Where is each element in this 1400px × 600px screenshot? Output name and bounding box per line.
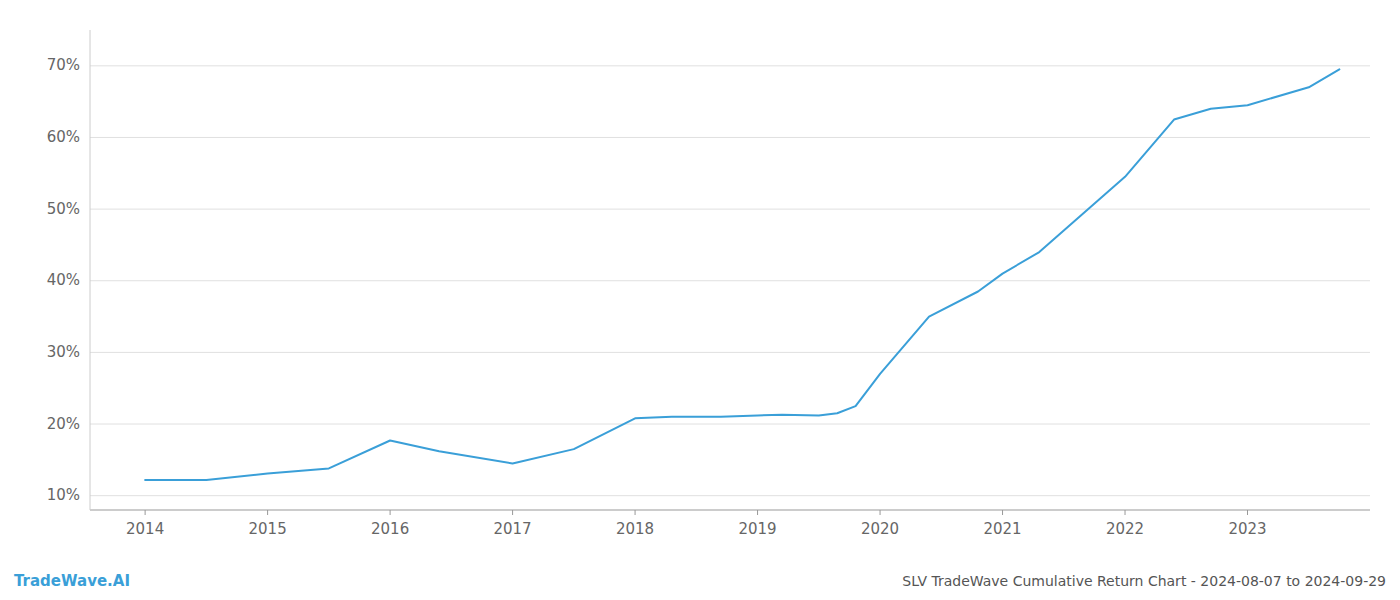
x-tick — [390, 510, 391, 515]
x-tick-label: 2023 — [1228, 520, 1266, 538]
x-axis-line — [90, 510, 1370, 511]
y-axis-line — [90, 30, 91, 510]
x-tick-label: 2019 — [738, 520, 776, 538]
x-tick — [1002, 510, 1003, 515]
x-tick-label: 2021 — [983, 520, 1021, 538]
x-tick-label: 2017 — [493, 520, 531, 538]
chart: 10% 20% 30% 40% 50% 60% 70% 2014 2015 2016 2017 201… — [0, 0, 1400, 600]
grid-line — [90, 209, 1370, 210]
x-tick — [512, 510, 513, 515]
y-tick-label: 30% — [47, 343, 80, 361]
grid-line — [90, 424, 1370, 425]
watermark: TradeWave.AI — [14, 572, 130, 590]
y-tick-label: 60% — [47, 128, 80, 146]
x-tick — [267, 510, 268, 515]
title: SLV TradeWave Cumulative Return Chart - … — [902, 573, 1386, 589]
grid-line — [90, 65, 1370, 66]
grid-line — [90, 352, 1370, 353]
grid-line — [90, 137, 1370, 138]
x-tick-label: 2014 — [126, 520, 164, 538]
x-tick — [1125, 510, 1126, 515]
x-tick-label: 2018 — [616, 520, 654, 538]
series — [145, 69, 1339, 480]
grid-line — [90, 495, 1370, 496]
grid — [90, 66, 1370, 496]
y-tick-label: 40% — [47, 271, 80, 289]
y-tick-label: 70% — [47, 56, 80, 74]
x-tick-label: 2016 — [371, 520, 409, 538]
x-tick-label: 2015 — [249, 520, 287, 538]
x-tick — [635, 510, 636, 515]
y-tick-label: 20% — [47, 415, 80, 433]
x-tick-label: 2020 — [861, 520, 899, 538]
y-tick-label: 50% — [47, 200, 80, 218]
x-tick — [757, 510, 758, 515]
line — [145, 69, 1339, 480]
x-tick — [1247, 510, 1248, 515]
grid-line — [90, 280, 1370, 281]
x-tick-label: 2022 — [1106, 520, 1144, 538]
x-tick — [880, 510, 881, 515]
x-tick — [145, 510, 146, 515]
y-tick-label: 10% — [47, 486, 80, 504]
